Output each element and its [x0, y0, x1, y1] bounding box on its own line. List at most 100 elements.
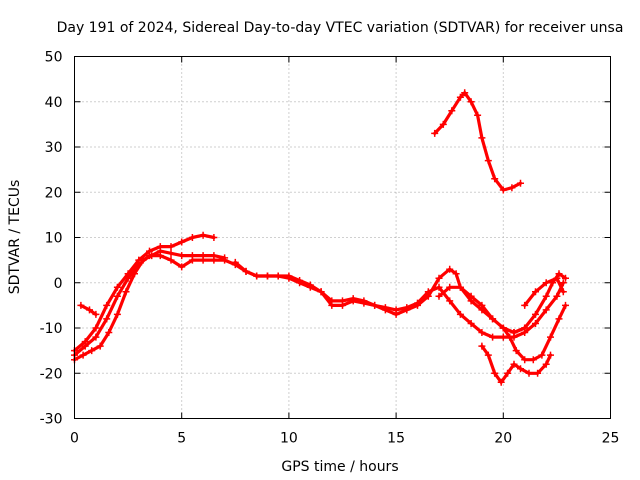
data-point	[431, 129, 439, 137]
data-point	[86, 306, 93, 314]
data-point	[478, 329, 486, 336]
data-point	[448, 107, 456, 115]
data-point	[510, 329, 518, 336]
data-point	[504, 369, 512, 377]
x-axis-ticks: 0 5 10 15 20 25	[70, 56, 620, 447]
data-point	[178, 238, 186, 246]
data-point	[510, 360, 518, 368]
data-point	[478, 342, 486, 350]
data-point	[553, 274, 561, 282]
data-point	[178, 252, 186, 260]
data-point	[328, 301, 336, 309]
data-point	[499, 324, 507, 332]
data-point	[349, 297, 357, 305]
data-point	[542, 360, 550, 368]
data-point	[403, 306, 411, 314]
series-arc-5	[77, 301, 100, 318]
data-point	[532, 288, 539, 296]
series-arc-10	[431, 89, 524, 194]
data-point	[446, 265, 454, 273]
series-arc-9	[435, 283, 497, 323]
data-point	[484, 157, 492, 165]
data-point	[167, 243, 175, 251]
data-point	[113, 310, 121, 318]
data-point	[446, 297, 454, 305]
data-point	[339, 301, 346, 309]
data-point	[456, 310, 464, 318]
data-point	[435, 274, 443, 282]
data-point	[439, 120, 447, 128]
data-point	[167, 249, 175, 257]
x-tick-label: 20	[494, 431, 512, 447]
y-axis-label: SDTVAR / TECUs	[7, 180, 23, 295]
data-point	[478, 134, 486, 142]
x-tick-label: 25	[602, 431, 620, 447]
data-point	[371, 301, 379, 309]
series-arc-6	[478, 342, 554, 386]
data-point	[547, 351, 554, 359]
y-tick-label: 10	[45, 231, 63, 247]
data-point	[555, 270, 563, 278]
series-arc-3	[71, 252, 567, 359]
data-point	[199, 231, 207, 239]
data-point	[499, 186, 507, 194]
data-point	[491, 369, 499, 377]
data-series	[71, 89, 569, 386]
y-axis-ticks: -30 -20 -10 0 10 20 30 40 50	[40, 50, 611, 428]
x-axis-label: GPS time / hours	[281, 459, 398, 475]
data-point	[392, 310, 400, 318]
data-point	[542, 279, 550, 287]
data-point	[92, 324, 100, 332]
data-point	[467, 98, 475, 106]
data-point	[562, 301, 569, 309]
data-point	[542, 306, 550, 314]
data-point	[414, 301, 421, 309]
y-tick-label: 20	[45, 185, 63, 201]
data-point	[92, 310, 100, 318]
data-point	[559, 279, 567, 287]
data-point	[506, 333, 514, 341]
data-point	[456, 283, 464, 291]
data-point	[474, 111, 482, 119]
data-point	[521, 324, 529, 332]
data-point	[124, 274, 132, 282]
data-point	[135, 261, 143, 269]
data-point	[381, 306, 389, 314]
data-point	[77, 301, 85, 309]
data-point	[532, 310, 539, 318]
data-point	[81, 342, 89, 350]
data-point	[547, 333, 554, 341]
data-point	[79, 351, 87, 359]
x-tick-label: 10	[280, 431, 298, 447]
data-point	[553, 292, 561, 300]
data-point	[113, 283, 121, 291]
data-point	[489, 333, 497, 341]
series-line	[72, 249, 227, 362]
data-point	[517, 179, 524, 187]
data-point	[491, 175, 499, 183]
data-point	[532, 320, 539, 327]
y-tick-label: 0	[54, 276, 63, 292]
data-point	[264, 272, 271, 280]
data-point	[103, 301, 111, 309]
y-tick-label: 30	[45, 140, 63, 156]
series-arc-7	[499, 301, 569, 364]
data-point	[146, 252, 153, 260]
data-point	[435, 292, 443, 300]
data-point	[253, 272, 261, 280]
data-point	[467, 292, 475, 300]
data-point	[274, 272, 282, 280]
data-point	[306, 281, 314, 289]
data-point	[562, 274, 569, 282]
data-point	[489, 315, 497, 323]
data-point	[156, 252, 164, 260]
data-point	[424, 292, 432, 300]
data-point	[210, 256, 218, 264]
data-point	[113, 292, 121, 300]
data-point	[484, 351, 492, 359]
y-tick-label: -20	[40, 366, 63, 382]
data-point	[122, 288, 130, 296]
data-point	[446, 283, 454, 291]
series-line	[437, 285, 495, 321]
data-point	[467, 320, 475, 327]
